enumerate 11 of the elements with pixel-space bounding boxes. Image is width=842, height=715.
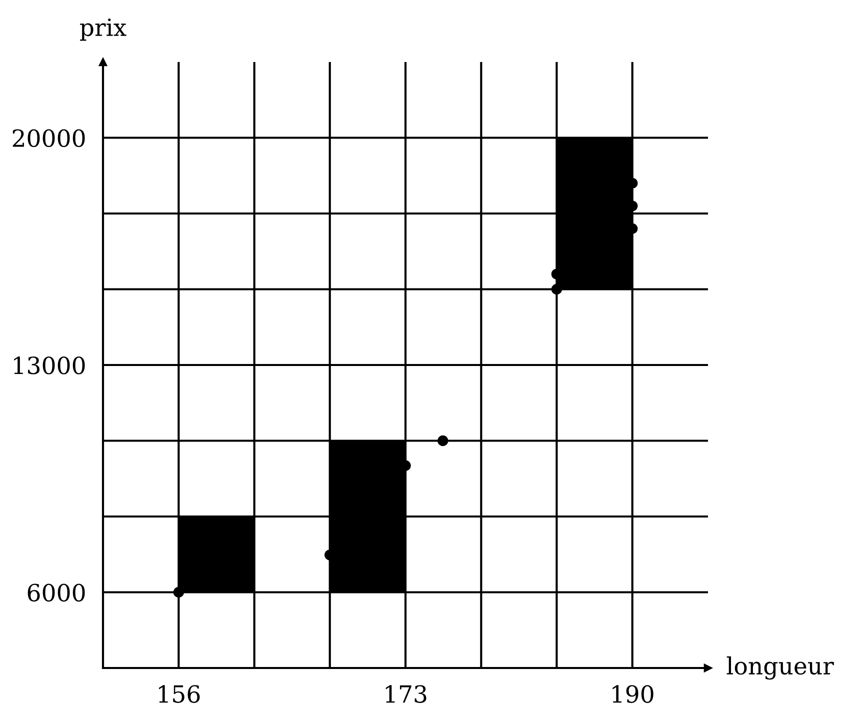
point <box>438 435 448 446</box>
x-tick-label: 156 <box>159 685 200 703</box>
x-tick-label: 173 <box>386 685 426 703</box>
x-axis-title: longueur <box>726 656 834 680</box>
y-tick-label: 13000 <box>14 356 85 374</box>
x-tick-label: 190 <box>612 685 654 703</box>
y-tick-label: 20000 <box>12 129 85 148</box>
y-axis-title: prix <box>80 18 126 41</box>
y-tick-label: 6000 <box>28 584 85 602</box>
point <box>173 586 184 598</box>
point <box>551 284 562 295</box>
